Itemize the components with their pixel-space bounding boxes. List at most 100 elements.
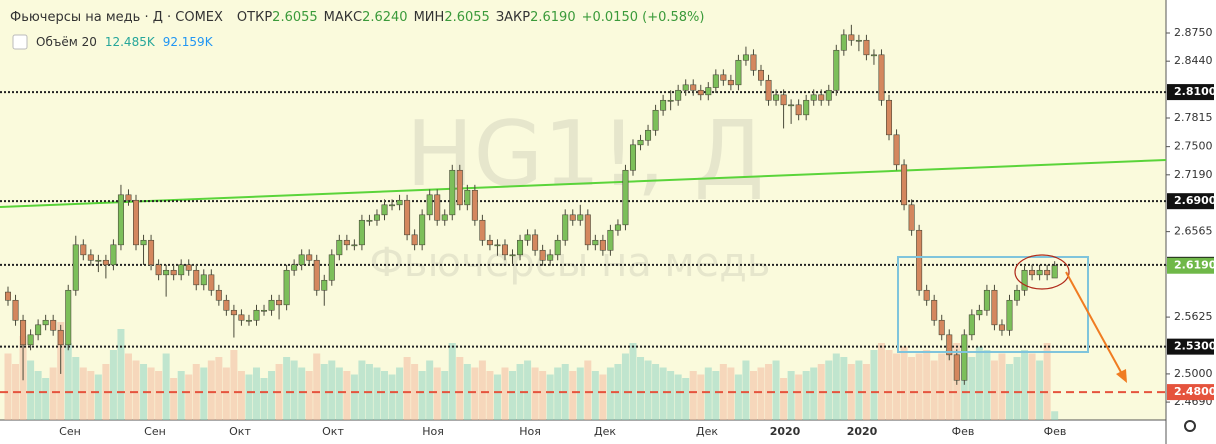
candle-body — [464, 189, 471, 206]
volume-bar — [704, 367, 712, 420]
x-tick-label: Фев — [1044, 425, 1067, 438]
candle-body — [675, 89, 682, 101]
volume-bar — [4, 353, 12, 420]
volume-bar — [1021, 350, 1029, 420]
ohlc-name: МИН — [414, 10, 445, 25]
candle-body — [983, 289, 990, 311]
candle-body — [283, 269, 290, 306]
candle-body — [720, 74, 727, 81]
volume-bar — [870, 350, 878, 420]
volume-bar — [621, 353, 629, 420]
volume-value: 12.485K — [105, 35, 156, 49]
volume-bar — [1043, 343, 1051, 420]
candle-body — [95, 259, 102, 262]
settings-icon — [1184, 420, 1196, 432]
volume-bar — [840, 357, 848, 420]
candle-body — [916, 229, 923, 291]
level-label-box — [1167, 193, 1214, 210]
volume-bar — [697, 374, 705, 420]
candle-body — [238, 314, 245, 321]
volume-bar — [734, 374, 742, 420]
candle-body — [953, 354, 960, 381]
volume-name: Объём 20 — [36, 35, 97, 49]
candle-body — [441, 214, 448, 221]
volume-bar — [215, 357, 223, 420]
collapse-button[interactable] — [12, 34, 28, 50]
candle-body — [690, 84, 697, 91]
volume-bar — [689, 371, 697, 420]
candle-body — [358, 219, 365, 246]
volume-bar — [373, 367, 381, 420]
candle-body — [727, 79, 734, 86]
watermark: Фьючерсы на медь — [370, 240, 771, 286]
volume-bar — [576, 367, 584, 420]
y-tick-label: 2.8440 — [1174, 54, 1213, 67]
volume-bar — [757, 367, 765, 420]
volume-bar — [260, 378, 268, 420]
candle-body — [773, 94, 780, 101]
volume-bar — [727, 367, 735, 420]
volume-bar — [637, 357, 645, 420]
volume-bar — [629, 343, 637, 420]
volume-bar — [426, 360, 434, 420]
volume-bar — [1028, 353, 1036, 420]
volume-bar — [463, 364, 471, 420]
ohlc-name: ОТКР — [237, 10, 272, 25]
volume-bar — [252, 367, 260, 420]
watermark: HG1!, Д — [406, 102, 764, 207]
volume-bar — [230, 350, 238, 420]
volume-bar — [72, 357, 80, 420]
x-tick-label: Дек — [594, 425, 616, 438]
level-label-box — [1167, 338, 1214, 355]
y-tick-label: 2.7815 — [1174, 111, 1213, 124]
volume-bar — [433, 367, 441, 420]
volume-bar — [554, 367, 562, 420]
volume-bar — [983, 350, 991, 420]
x-tick-label: Окт — [322, 425, 344, 438]
candle-body — [253, 309, 260, 321]
x-tick-label: Сен — [144, 425, 166, 438]
volume-bar — [117, 329, 125, 420]
candle-body — [629, 144, 636, 171]
volume-bar — [990, 360, 998, 420]
ohlc-value: 2.6240 — [362, 10, 408, 25]
volume-bar — [855, 360, 863, 420]
volume-bar — [606, 367, 614, 420]
ohlc-value: 2.6190 — [530, 10, 576, 25]
candle-body — [539, 249, 546, 261]
volume-bar — [418, 371, 426, 420]
candle-body — [848, 34, 855, 41]
candle-body — [863, 39, 870, 56]
candle-body — [72, 244, 79, 291]
last-price-label: 2.6190 — [1174, 259, 1216, 272]
volume-bar — [320, 364, 328, 420]
candle-body — [396, 199, 403, 206]
candle-body — [494, 244, 501, 247]
candle-body — [870, 54, 877, 57]
candle-body — [607, 229, 614, 251]
candle-body — [102, 259, 109, 266]
alert-label-box — [1167, 384, 1214, 401]
volume-bar — [283, 357, 291, 420]
candle-body — [517, 239, 524, 256]
candle-body — [261, 309, 268, 312]
volume-bar — [1013, 357, 1021, 420]
volume-bar — [584, 360, 592, 420]
volume-bar — [177, 371, 185, 420]
x-tick-label: Сен — [59, 425, 81, 438]
candle-body — [803, 99, 810, 116]
candle-body — [404, 199, 411, 236]
candle-body — [291, 264, 298, 271]
volume-bar — [1036, 360, 1044, 420]
candle-body — [976, 309, 983, 316]
candle-body — [245, 319, 252, 322]
candle-body — [434, 194, 441, 221]
candle-body — [998, 324, 1005, 331]
volume-bar — [411, 364, 419, 420]
candle-body — [170, 269, 177, 276]
volume-bar — [885, 350, 893, 420]
volume-bar — [945, 350, 953, 420]
candle-body — [991, 289, 998, 326]
volume-bar — [42, 378, 50, 420]
volume-bar — [930, 360, 938, 420]
